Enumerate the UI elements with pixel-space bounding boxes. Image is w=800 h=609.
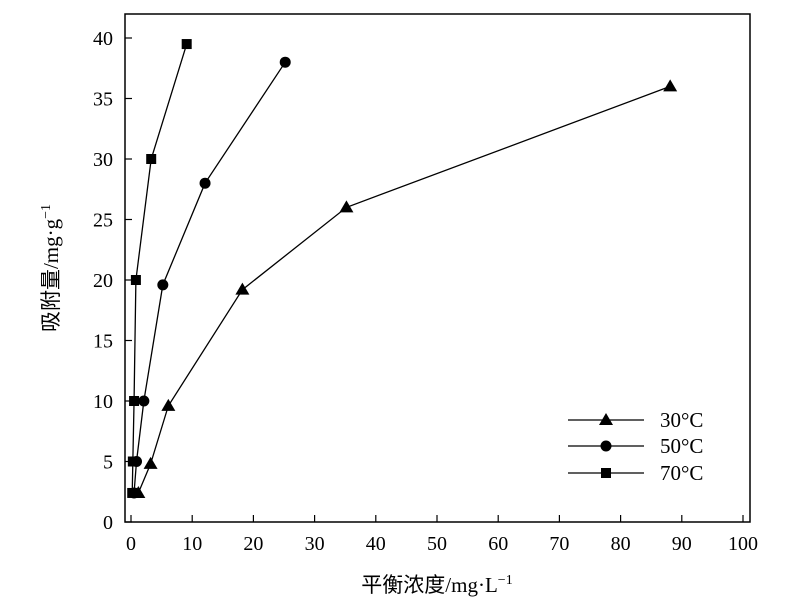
x-axis-label-text: 平衡浓度/mg·L — [361, 573, 498, 597]
y-axis-label-superscript: −1 — [39, 204, 54, 219]
series-line — [137, 85, 671, 494]
data-point-triangle — [143, 456, 158, 469]
y-tick-label: 20 — [93, 270, 113, 292]
series-line — [131, 43, 188, 493]
y-tick-label: 0 — [103, 512, 113, 534]
y-axis: 0 5 10 15 20 25 30 35 40 — [93, 28, 132, 534]
y-tick-label: 10 — [93, 391, 113, 413]
series-line — [133, 61, 286, 494]
y-axis-label-text: 吸附量/mg·g — [39, 218, 63, 332]
data-point-triangle — [235, 282, 250, 295]
data-point-square — [130, 275, 141, 285]
legend-item: 50°C — [568, 434, 703, 458]
legend-marker-circle — [600, 440, 612, 452]
legend-label: 30°C — [660, 408, 703, 432]
x-tick-label: 90 — [672, 533, 692, 555]
x-axis: 0 10 20 30 40 50 60 70 80 90 100 — [126, 515, 758, 555]
data-point-square — [129, 396, 140, 406]
y-tick-label: 35 — [93, 89, 113, 111]
data-point-circle — [138, 395, 150, 407]
x-tick-label: 10 — [182, 533, 202, 555]
data-point-triangle — [161, 398, 176, 411]
x-tick-label: 30 — [305, 533, 325, 555]
series-triangle — [131, 79, 678, 498]
x-axis-label-superscript: −1 — [498, 573, 513, 588]
y-tick-label: 25 — [93, 210, 113, 232]
x-axis-label: 平衡浓度/mg·L−1 — [361, 573, 512, 597]
data-point-square — [146, 154, 157, 164]
x-tick-label: 100 — [728, 533, 758, 555]
plot-frame — [124, 13, 751, 523]
legend-item: 70°C — [568, 461, 703, 485]
y-tick-label: 30 — [93, 149, 113, 171]
series-circle — [128, 56, 291, 499]
x-tick-label: 60 — [488, 533, 508, 555]
y-tick-label: 15 — [93, 331, 113, 353]
series-square — [127, 39, 192, 498]
x-tick-label: 0 — [126, 533, 136, 555]
x-tick-label: 40 — [366, 533, 386, 555]
legend-marker-square — [601, 468, 611, 478]
legend-marker-triangle — [599, 413, 613, 425]
y-tick-label: 40 — [93, 28, 113, 50]
data-point-triangle — [339, 200, 354, 213]
x-tick-label: 50 — [427, 533, 447, 555]
data-point-square — [127, 487, 138, 498]
y-axis-label: 吸附量/mg·g−1 — [39, 204, 63, 332]
data-point-square — [127, 456, 138, 467]
data-point-circle — [199, 177, 211, 189]
legend-label: 70°C — [660, 461, 703, 485]
series-layer — [127, 39, 678, 499]
x-tick-label: 20 — [243, 533, 263, 555]
data-point-triangle — [663, 79, 678, 92]
y-tick-label: 5 — [103, 452, 113, 474]
legend-item: 30°C — [568, 408, 703, 432]
legend-label: 50°C — [660, 434, 703, 458]
data-point-circle — [157, 279, 169, 291]
data-point-circle — [279, 56, 291, 68]
legend: 30°C50°C 70°C — [568, 408, 703, 485]
data-point-square — [181, 39, 192, 50]
x-tick-label: 80 — [611, 533, 631, 555]
x-tick-label: 70 — [549, 533, 569, 555]
